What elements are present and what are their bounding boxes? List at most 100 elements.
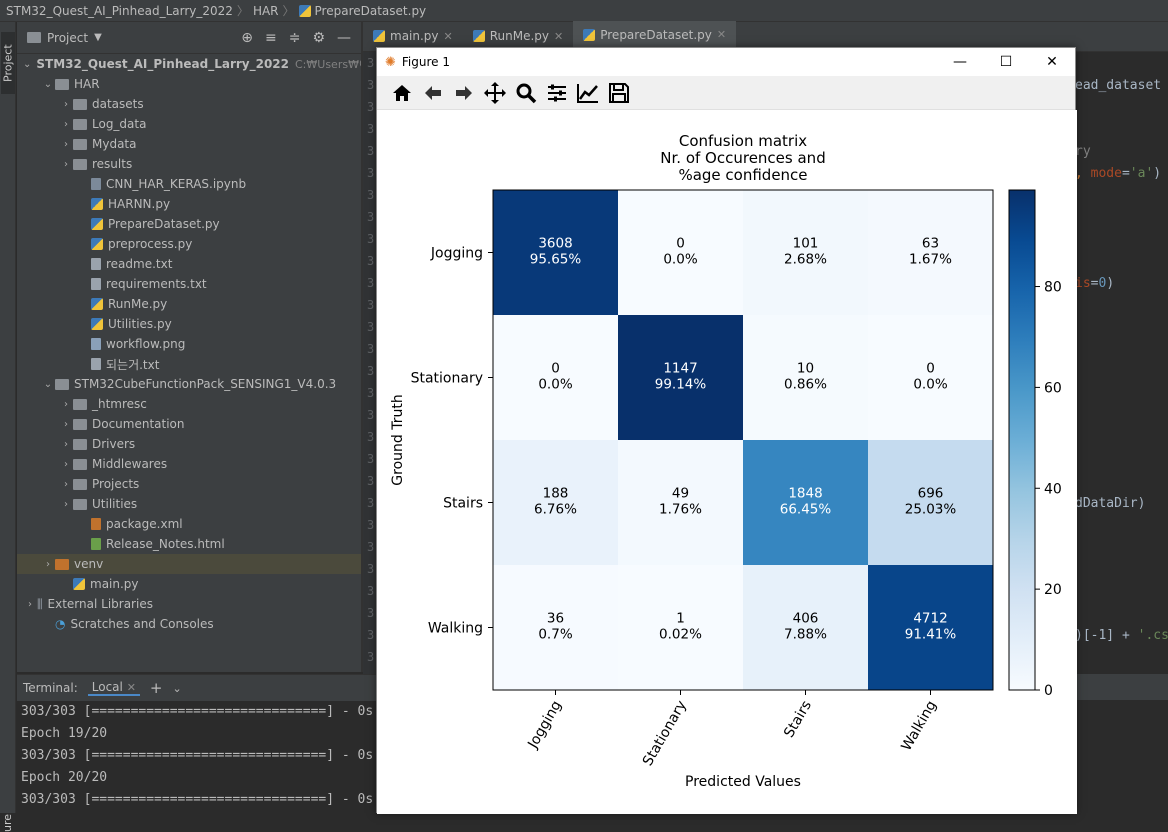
project-tool-tab[interactable]: Project [1, 32, 15, 94]
chevron-down-icon[interactable]: ⌄ [43, 378, 53, 390]
chevron-right-icon[interactable]: › [64, 118, 68, 130]
tree-item[interactable]: CNN_HAR_KERAS.ipynb [17, 174, 361, 194]
home-icon[interactable] [389, 80, 414, 105]
close-icon[interactable]: ✕ [126, 681, 136, 694]
project-icon [27, 32, 41, 43]
close-icon[interactable]: ✕ [554, 29, 564, 43]
breadcrumb-file[interactable]: PrepareDataset.py [314, 3, 427, 18]
pan-icon[interactable] [482, 80, 507, 105]
minimize-icon[interactable]: — [953, 54, 967, 70]
chevron-down-icon[interactable]: ⌄ [172, 681, 182, 695]
tree-item[interactable]: PrepareDataset.py [17, 214, 361, 234]
heatmap-cell [743, 315, 868, 440]
breadcrumb-folder[interactable]: HAR [252, 3, 279, 18]
gear-icon[interactable]: ⚙ [312, 29, 325, 46]
tab-main-py[interactable]: main.py ✕ [363, 21, 463, 51]
tree-item[interactable]: › Drivers [17, 434, 361, 454]
hide-icon[interactable]: — [337, 29, 351, 46]
chevron-down-icon[interactable]: ⌄ [43, 78, 53, 90]
close-icon[interactable]: ✕ [1046, 54, 1058, 70]
tree-item[interactable]: readme.txt [17, 254, 361, 274]
tree-item[interactable]: › Log_data [17, 114, 361, 134]
project-panel-title[interactable]: Project [47, 30, 89, 45]
tree-item-label: requirements.txt [106, 277, 207, 291]
tree-item-label: Utilities.py [108, 317, 172, 331]
left-tool-strip: Project ure [0, 22, 16, 832]
library-icon: ⫼ [37, 596, 43, 611]
tree-item-label: datasets [92, 97, 144, 111]
tree-item[interactable]: RunMe.py [17, 294, 361, 314]
chevron-right-icon[interactable]: › [64, 138, 68, 150]
breadcrumb-project[interactable]: STM32_Quest_AI_Pinhead_Larry_2022 [6, 3, 233, 18]
tree-item[interactable]: › _htmresc [17, 394, 361, 414]
tree-item[interactable]: ◔ Scratches and Consoles [17, 614, 361, 634]
panel-divider[interactable] [361, 22, 363, 672]
chevron-down-icon[interactable]: ▼ [94, 32, 102, 43]
chevron-right-icon[interactable]: › [64, 158, 68, 170]
tree-item[interactable]: ⌄ STM32_Quest_AI_Pinhead_Larry_2022 C:₩Use… [17, 54, 379, 74]
close-icon[interactable]: ✕ [716, 28, 727, 41]
chevron-right-icon[interactable]: › [64, 498, 68, 510]
line-number: 3 [367, 408, 375, 422]
chevron-right-icon[interactable]: › [64, 438, 68, 450]
code-line: ry [1075, 144, 1091, 159]
maximize-icon[interactable]: ☐ [999, 54, 1013, 70]
chevron-right-icon[interactable]: › [64, 458, 68, 470]
tree-item[interactable]: 되는거.txt [17, 354, 361, 374]
plus-icon[interactable]: + [149, 679, 163, 697]
forward-icon[interactable] [451, 80, 476, 105]
locate-icon[interactable]: ⊕ [241, 29, 253, 46]
folder-icon [73, 418, 87, 430]
structure-tool-tab[interactable]: ure [1, 813, 14, 832]
heatmap-cell [743, 565, 868, 690]
tree-item[interactable]: main.py [17, 574, 361, 594]
tree-item[interactable]: › venv [17, 554, 361, 574]
tree-item[interactable]: › Documentation [17, 414, 361, 434]
chevron-right-icon: 〉 [282, 4, 295, 18]
configure-icon[interactable] [544, 80, 569, 105]
tree-item[interactable]: workflow.png [17, 334, 361, 354]
terminal-output[interactable]: 303/303 [==============================]… [17, 701, 377, 811]
chevron-down-icon[interactable]: ⌄ [23, 58, 32, 70]
tree-item[interactable]: requirements.txt [17, 274, 361, 294]
tree-item-label: main.py [90, 577, 139, 591]
plot-area[interactable]: Confusion matrix Nr. of Occurences and %ag… [377, 110, 1077, 814]
collapse-all-icon[interactable]: ≑ [288, 29, 301, 46]
chevron-right-icon[interactable]: › [64, 398, 68, 410]
tree-item[interactable]: HARNN.py [17, 194, 361, 214]
line-number: 3 [367, 562, 375, 576]
chevron-right-icon[interactable]: › [46, 558, 50, 570]
tree-item[interactable]: preprocess.py [17, 234, 361, 254]
back-icon[interactable] [420, 80, 445, 105]
chevron-right-icon[interactable]: › [64, 418, 68, 430]
heatmap-frame [492, 189, 994, 691]
tree-item[interactable]: package.xml [17, 514, 361, 534]
folder-icon [55, 378, 69, 390]
tree-item[interactable]: › Projects [17, 474, 361, 494]
tree-item[interactable]: › ⫼ External Libraries [17, 594, 361, 614]
expand-all-icon[interactable]: ≡ [264, 29, 277, 46]
chevron-right-icon[interactable]: › [28, 598, 32, 610]
tree-item[interactable]: ⌄ HAR [17, 74, 361, 94]
tree-item[interactable]: › Utilities [17, 494, 361, 514]
chevron-right-icon[interactable]: › [64, 98, 68, 110]
zoom-icon[interactable] [513, 80, 538, 105]
terminal-tab-local[interactable]: Local ✕ [87, 680, 140, 696]
close-icon[interactable]: ✕ [443, 29, 453, 43]
chevron-right-icon[interactable]: › [64, 478, 68, 490]
tree-item-label: workflow.png [106, 337, 186, 351]
tree-item[interactable]: › Middlewares [17, 454, 361, 474]
tab-runme-py[interactable]: RunMe.py ✕ [463, 21, 574, 51]
code-token: ead_dataset [1075, 78, 1162, 93]
tree-item-label: Scratches and Consoles [70, 617, 214, 631]
tree-item[interactable]: Release_Notes.html [17, 534, 361, 554]
tree-item[interactable]: › datasets [17, 94, 361, 114]
tree-item[interactable]: › Mydata [17, 134, 361, 154]
save-icon[interactable] [606, 80, 631, 105]
lines-icon[interactable] [575, 80, 600, 105]
tree-item[interactable]: ⌄ STM32CubeFunctionPack_SENSING1_V4.0.3 [17, 374, 361, 394]
cell-percent-label: 91.41% [905, 627, 957, 643]
tree-item[interactable]: Utilities.py [17, 314, 361, 334]
tree-item[interactable]: › results [17, 154, 361, 174]
